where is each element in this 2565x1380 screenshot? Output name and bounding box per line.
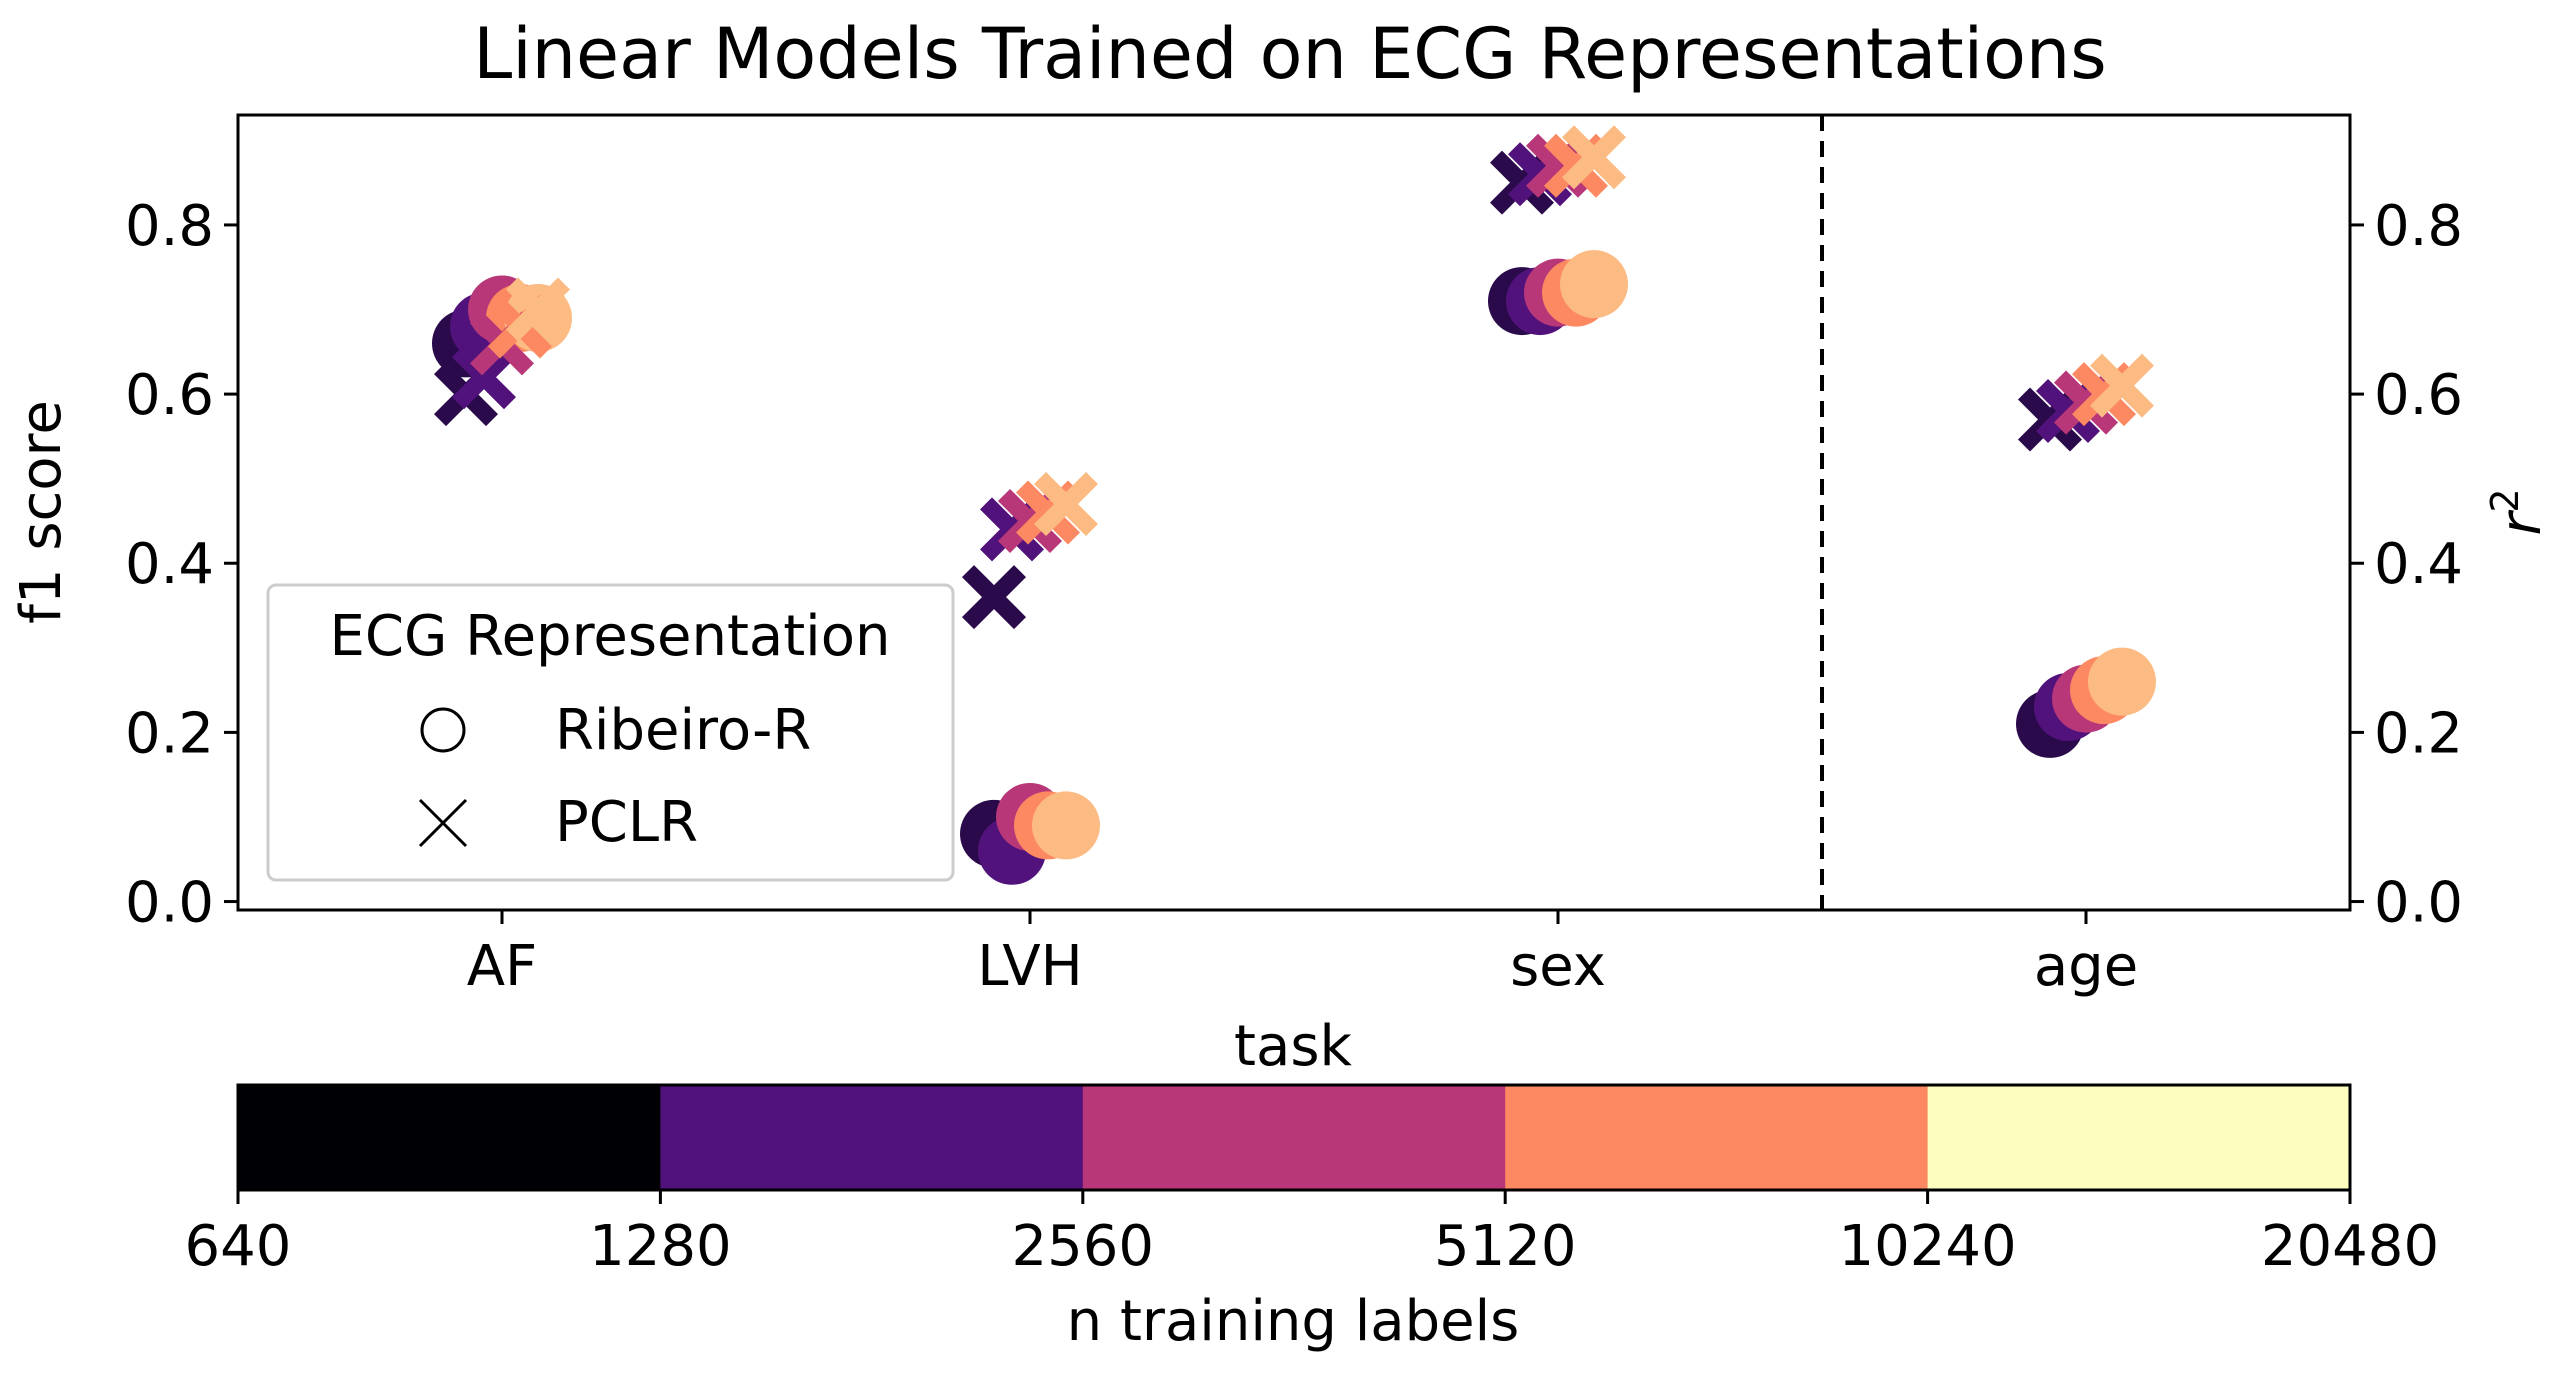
circle-point [1560,250,1628,319]
y-left-tick-label: 0.6 [125,363,214,428]
data-markers [432,125,2156,885]
y-right-tick-label: 0.0 [2374,871,2463,936]
colorbar-frame [236,1083,2352,1192]
y-axis-right: 0.0 0.2 0.4 0.6 0.8 [2350,194,2463,936]
y-axis-right-label: r2 [2483,488,2554,535]
x-tick-label: AF [467,934,538,999]
x-axis: AF LVH sex age [467,910,2138,999]
y-right-tick-label: 0.4 [2374,532,2463,597]
colorbar-segment [1505,1085,1929,1190]
circle-point [2088,647,2156,716]
x-point [2089,353,2155,418]
x-tick-label: LVH [977,934,1082,999]
chart-title: Linear Models Trained on ECG Representat… [473,13,2107,95]
y-axis-right-label-base: r [2489,510,2554,536]
colorbar-tick-label: 10240 [1839,1214,2017,1279]
y-axis-right-label-sup: 2 [2483,488,2527,512]
y-left-tick-label: 0.2 [125,701,214,766]
plot-frame [236,113,2352,912]
legend-label-ribeiro: Ribeiro-R [555,698,811,763]
colorbar-segment [1082,1085,1506,1190]
y-axis-left-label: f1 score [9,400,74,624]
y-left-tick-label: 0.0 [125,871,214,936]
colorbar-tick-label: 640 [185,1214,292,1279]
x-point [505,277,571,342]
legend-title: ECG Representation [330,604,891,669]
y-right-tick-label: 0.8 [2374,194,2463,259]
colorbar-label: n training labels [1067,1289,1520,1354]
colorbar-segment [660,1085,1084,1190]
legend: ECG Representation Ribeiro-R PCLR [266,583,955,882]
y-axis-left: 0.0 0.2 0.4 0.6 0.8 [125,194,238,936]
colorbar [238,1085,2351,1190]
colorbar-tick-label: 2560 [1012,1214,1155,1279]
x-point [961,565,1027,630]
y-left-tick-label: 0.8 [125,194,214,259]
x-point [1033,472,1099,537]
y-left-tick-label: 0.4 [125,532,214,597]
colorbar-segment [1927,1085,2351,1190]
x-tick-label: sex [1510,934,1606,999]
colorbar-tick-label: 5120 [1434,1214,1577,1279]
colorbar-segment [238,1085,661,1190]
x-axis-label: task [1234,1014,1352,1079]
legend-circle-icon [420,707,466,753]
y-right-tick-label: 0.2 [2374,701,2463,766]
circle-point [1032,791,1100,860]
x-point [451,345,517,410]
legend-label-pclr: PCLR [555,790,698,855]
colorbar-ticks: 640 1280 2560 5120 10240 20480 [185,1190,2439,1279]
colorbar-tick-label: 20480 [2261,1214,2439,1279]
colorbar-tick-label: 1280 [589,1214,732,1279]
legend-box [266,583,955,882]
legend-x-icon [418,798,468,848]
x-tick-label: age [2034,934,2138,999]
y-right-tick-label: 0.6 [2374,363,2463,428]
x-point [1561,125,1627,190]
